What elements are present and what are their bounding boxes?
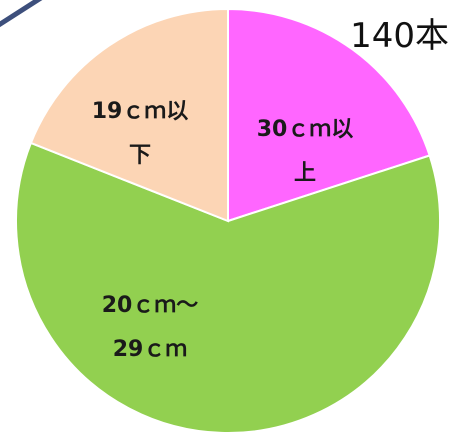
- slice-19cm-minus-label: 19ｃｍ以下: [92, 99, 189, 168]
- slice-30cm-plus: [227, 7, 431, 223]
- slice-20-29cm-label: 20ｃｍ～ 29ｃｍ: [102, 293, 199, 362]
- label-line: 19ｃｍ以: [92, 99, 189, 124]
- pie-slices: [15, 7, 441, 433]
- slice-19cm-minus: [29, 7, 229, 223]
- corner-accent-line: [0, 0, 43, 28]
- label-line: 29ｃｍ: [113, 337, 188, 362]
- pie-labels: 30ｃｍ以上 20ｃｍ～ 29ｃｍ 19ｃｍ以下: [92, 99, 354, 362]
- label-line: 下: [129, 143, 151, 168]
- label-line: 30ｃｍ以: [257, 117, 354, 142]
- label-line: 上: [294, 161, 316, 186]
- label-line: 20ｃｍ～: [102, 293, 199, 318]
- slice-30cm-plus-label: 30ｃｍ以上: [257, 117, 354, 186]
- total-count-label: 140本: [350, 16, 449, 56]
